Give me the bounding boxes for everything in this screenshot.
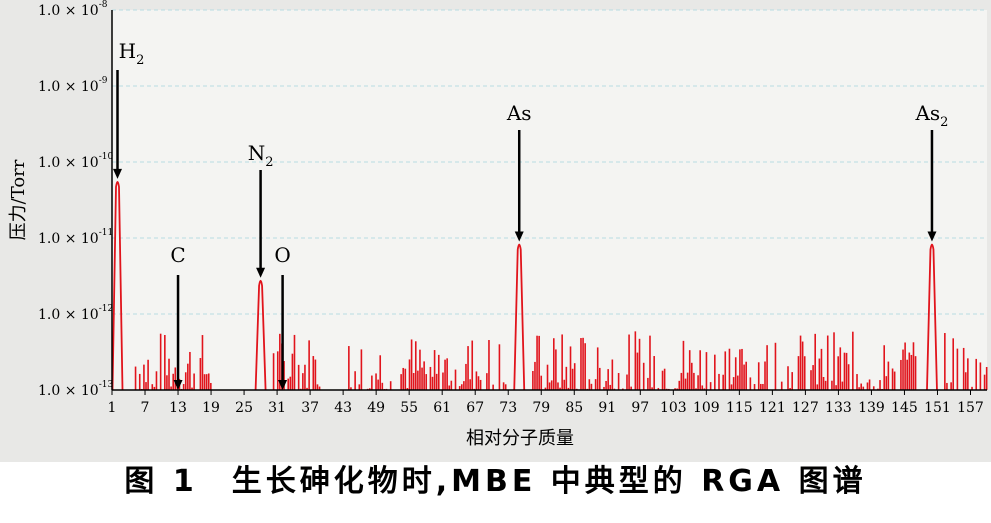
x-tick-label: 103 <box>660 400 687 416</box>
x-tick-label: 79 <box>532 400 550 416</box>
peak-arrow-head <box>173 380 183 390</box>
x-tick-label: 151 <box>924 400 951 416</box>
grid-lines <box>112 9 987 315</box>
x-axis: 1 7 13 19 25 31 37 43 49 55 61 67 73 79 85 91 97 103 109 11… <box>108 389 987 416</box>
x-tick-label: 7 <box>141 400 150 416</box>
x-tick-label: 109 <box>693 400 720 416</box>
x-tick-label: 67 <box>466 400 484 416</box>
peak-trace <box>513 243 526 391</box>
peak-label: O <box>274 243 290 267</box>
y-tick-label: 1.0 × 10-9 <box>38 76 108 95</box>
spectrum-trace <box>111 180 988 391</box>
plot-area <box>112 10 987 390</box>
x-tick-label: 73 <box>499 400 517 416</box>
x-tick-label: 49 <box>367 400 385 416</box>
x-tick-label: 127 <box>792 400 819 416</box>
y-tick-label: 1.0 × 10-10 <box>38 152 113 171</box>
rga-spectrum-chart: 1.0 × 10-8 1.0 × 10-9 1.0 × 10-10 1.0 × 10-… <box>0 0 991 462</box>
peak-arrow-head <box>927 231 937 242</box>
x-tick-label: 115 <box>726 400 753 416</box>
x-tick-label: 91 <box>598 400 616 416</box>
x-tick-label: 97 <box>631 400 649 416</box>
peak-label: As <box>506 101 532 125</box>
figure-caption: 图 1 生长砷化物时,MBE 中典型的 RGA 图谱 <box>124 464 867 499</box>
peak-arrow-head <box>113 168 123 179</box>
y-tick-label: 1.0 × 10-13 <box>38 380 113 399</box>
x-tick-label: 25 <box>235 400 253 416</box>
y-tick-label: 1.0 × 10-8 <box>38 0 108 19</box>
x-tick-label: 19 <box>202 400 220 416</box>
y-axis: 1.0 × 10-8 1.0 × 10-9 1.0 × 10-10 1.0 × 10-… <box>38 0 113 399</box>
x-tick-label: 139 <box>858 400 885 416</box>
x-tick-label: 31 <box>268 400 286 416</box>
x-tick-label: 55 <box>400 400 418 416</box>
x-tick-label: 13 <box>169 400 187 416</box>
peak-trace <box>926 243 938 391</box>
x-tick-label: 61 <box>433 400 451 416</box>
y-tick-label: 1.0 × 10-11 <box>38 228 113 247</box>
x-tick-label: 133 <box>825 400 852 416</box>
y-tick-label: 1.0 × 10-12 <box>38 304 113 323</box>
x-tick-label: 37 <box>301 400 319 416</box>
peak-arrow-head <box>256 267 266 278</box>
x-tick-label: 157 <box>957 400 984 416</box>
peak-arrow-head <box>278 380 288 390</box>
x-tick-label: 1 <box>108 400 117 416</box>
peak-trace <box>111 180 124 391</box>
x-tick-label: 121 <box>759 400 786 416</box>
y-axis-title: 压力/Torr <box>8 159 29 240</box>
peak-label: C <box>170 243 185 267</box>
peak-arrow-head <box>514 231 524 242</box>
x-axis-title: 相对分子质量 <box>466 428 574 449</box>
x-tick-label: 85 <box>565 400 583 416</box>
x-tick-label: 145 <box>891 400 918 416</box>
peak-trace <box>254 279 267 391</box>
x-tick-label: 43 <box>334 400 352 416</box>
